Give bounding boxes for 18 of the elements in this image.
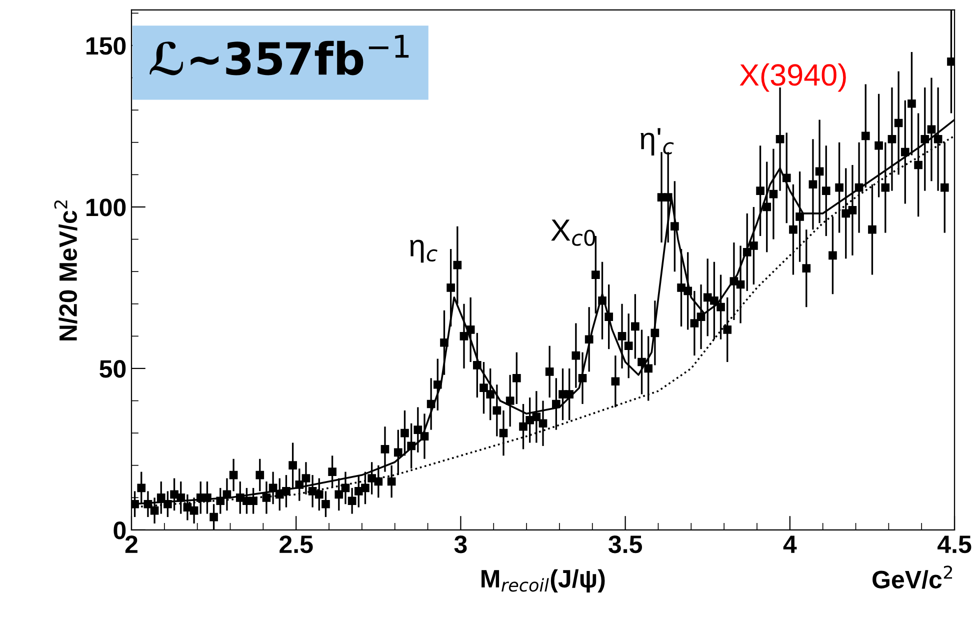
y-tick-label: 0	[114, 522, 126, 540]
y-tick-label: 50	[100, 360, 126, 378]
x-axis-title: M$_{recoil}$(J/ψ)	[482, 569, 605, 593]
annotation: η$_{c}$	[410, 240, 438, 263]
x-tick-label: 2	[125, 535, 138, 553]
annotation: X(3940)	[740, 63, 846, 92]
y-axis-title: N/20 MeV/c$^{2}$	[54, 200, 78, 340]
x-tick-label: 4	[783, 536, 797, 553]
x-tick-label: 3.5	[608, 535, 642, 554]
text: GeV/c$^{2}$	[872, 566, 952, 589]
y-tick-label: 100	[86, 198, 126, 216]
y-tick-label: 150	[86, 37, 126, 55]
x-tick-label: 2.5	[280, 535, 313, 554]
annotation: ℒ~357fb$^{−1}$	[150, 34, 409, 76]
annotation: X$_{c0}$	[551, 220, 596, 246]
x-tick-label: 4.5	[938, 536, 972, 554]
x-tick-label: 3	[454, 535, 467, 554]
annotation: η'$_{c}$	[640, 128, 674, 156]
